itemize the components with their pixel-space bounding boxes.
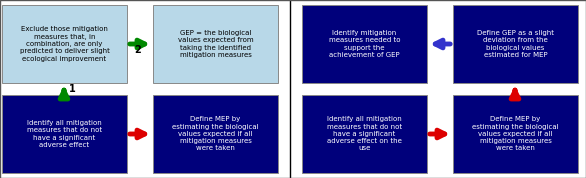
Bar	[302, 95, 427, 173]
Text: Identify all mitigation
measures that do not
have a significant
adverse effect o: Identify all mitigation measures that do…	[327, 116, 402, 151]
Text: GEP = the biological
values expected from
taking the identified
mitigation measu: GEP = the biological values expected fro…	[178, 30, 253, 58]
Bar	[153, 95, 278, 173]
Text: Identify all mitigation
measures that do not
have a significant
adverse effect: Identify all mitigation measures that do…	[27, 120, 102, 148]
Text: 1: 1	[69, 84, 76, 94]
Text: 2: 2	[135, 45, 141, 55]
Bar	[2, 95, 127, 173]
Text: Define MEP by
estimating the biological
values expected if all
mitigation measur: Define MEP by estimating the biological …	[472, 116, 559, 151]
Bar	[2, 5, 127, 83]
Bar	[302, 5, 427, 83]
Text: Identify mitigation
measures needed to
support the
achievement of GEP: Identify mitigation measures needed to s…	[329, 30, 400, 58]
Bar	[453, 5, 578, 83]
Bar	[453, 95, 578, 173]
Bar	[153, 5, 278, 83]
Text: Define MEP by
estimating the biological
values expected if all
mitigation measur: Define MEP by estimating the biological …	[172, 116, 259, 151]
Text: Exclude those mitigation
measures that, in
combination, are only
predicted to de: Exclude those mitigation measures that, …	[19, 27, 110, 62]
Text: Define GEP as a slight
deviation from the
biological values
estimated for MEP: Define GEP as a slight deviation from th…	[477, 30, 554, 58]
